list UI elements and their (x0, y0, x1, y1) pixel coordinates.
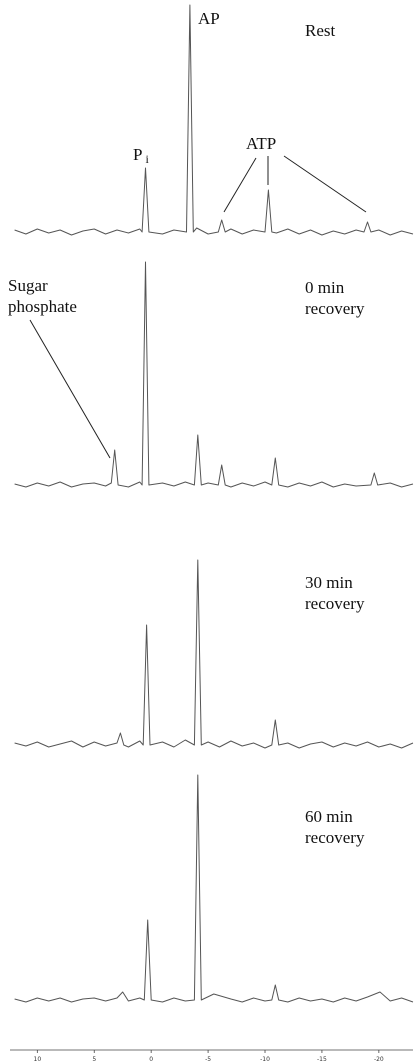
x-tick-label: -10 (260, 1056, 270, 1063)
panel-title: 60 min recovery (305, 807, 365, 847)
annotation: ATP (246, 134, 276, 153)
x-tick-label: 10 (34, 1056, 42, 1063)
panel-title: 30 min recovery (305, 573, 365, 613)
panel-title: Rest (305, 21, 336, 40)
pointer (29, 319, 111, 459)
spectrum (14, 774, 414, 1003)
x-tick-label: -20 (374, 1056, 384, 1063)
x-tick-label: 0 (149, 1056, 153, 1063)
annotation: AP (198, 9, 220, 28)
x-tick-label: -15 (317, 1056, 327, 1063)
spectrum (14, 4, 414, 236)
annotation: Sugar phosphate (8, 276, 77, 316)
spectrum (14, 559, 414, 749)
pointer (223, 157, 257, 213)
pointer (283, 155, 367, 213)
x-tick-label: 5 (92, 1056, 96, 1063)
panel-title: 0 min recovery (305, 278, 365, 318)
spectrum (14, 261, 414, 488)
x-tick-label: -5 (205, 1056, 211, 1063)
